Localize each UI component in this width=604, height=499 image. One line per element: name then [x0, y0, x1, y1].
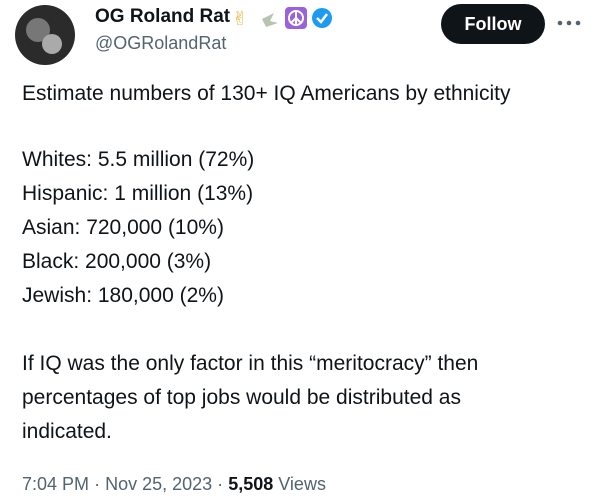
author-name[interactable]: OG Roland Rat	[95, 6, 231, 27]
name-icons: ✌	[232, 7, 332, 30]
tweet-meta: 7:04 PM · Nov 25, 2023 · 5,508 Views	[22, 474, 326, 495]
more-menu[interactable]	[556, 18, 582, 28]
follow-button[interactable]: Follow	[441, 4, 545, 44]
avatar[interactable]	[14, 4, 76, 66]
svg-text:✌: ✌	[232, 9, 248, 30]
tweet-line: Hispanic: 1 million (13%)	[22, 182, 254, 205]
tweet-line: Jewish: 180,000 (2%)	[22, 284, 224, 307]
time[interactable]: 7:04 PM	[22, 474, 90, 494]
views-count: 5,508	[228, 474, 274, 494]
tweet-line: Asian: 720,000 (10%)	[22, 216, 224, 239]
separator: ·	[217, 474, 224, 494]
separator: ·	[94, 474, 101, 494]
tweet-line: Estimate numbers of 130+ IQ Americans by…	[22, 82, 511, 105]
tweet-line: indicated.	[22, 420, 112, 443]
date[interactable]: Nov 25, 2023	[105, 474, 213, 494]
tweet-line: percentages of top jobs would be distrib…	[22, 386, 461, 409]
tweet-line: Whites: 5.5 million (72%)	[22, 148, 255, 171]
tweet-line: Black: 200,000 (3%)	[22, 250, 212, 273]
views-label: Views	[278, 474, 326, 494]
author-handle[interactable]: @OGRolandRat	[95, 33, 227, 53]
tweet-line: If IQ was the only factor in this “merit…	[22, 352, 479, 375]
